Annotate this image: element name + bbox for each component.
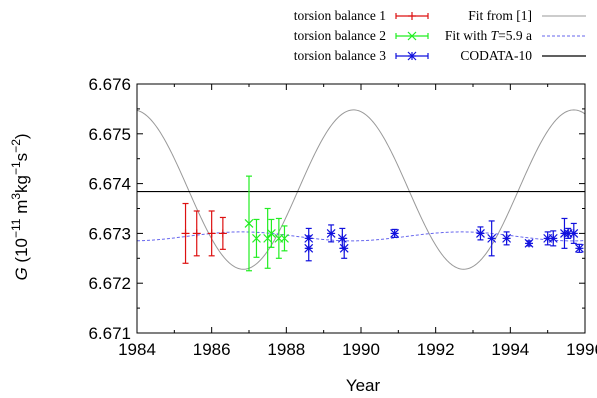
balance3-point — [326, 224, 336, 243]
marker-d2 — [252, 233, 261, 243]
x-tick-label: 1986 — [193, 340, 231, 359]
balance1-point — [181, 202, 190, 264]
balance3-point — [502, 231, 512, 246]
balance1-point — [192, 210, 201, 257]
marker-d2 — [280, 233, 289, 243]
balance3-point — [304, 235, 314, 262]
y-tick-label: 6.675 — [88, 125, 131, 144]
marker-d2 — [569, 228, 579, 238]
legend-marker-balance3 — [395, 51, 429, 61]
y-tick-label: 6.674 — [88, 175, 131, 194]
legend-right: Fit from [1] Fit with T=5.9 a CODATA-10 — [445, 8, 586, 63]
data-points — [181, 175, 584, 272]
x-tick-label: 1990 — [342, 340, 380, 359]
legend-label-balance2: torsion balance 2 — [294, 28, 386, 43]
marker-d2 — [548, 233, 558, 243]
marker-d2 — [476, 228, 485, 238]
balance2-point — [274, 217, 284, 259]
balance2-point — [244, 175, 254, 272]
y-tick-label: 6.676 — [88, 75, 131, 94]
legend-label-fit-from: Fit from [1] — [468, 8, 532, 23]
balance1-point — [218, 216, 227, 250]
legend-marker-d2 — [407, 51, 417, 61]
x-axis-title: Year — [346, 376, 381, 395]
marker-d2 — [574, 243, 584, 253]
legend-label-fit-with: Fit with T=5.9 a — [445, 28, 532, 43]
marker-d2 — [304, 243, 314, 253]
legend-marker-balance1 — [395, 12, 429, 20]
fit-5-9a-curve — [137, 231, 585, 242]
balance3-point — [574, 243, 584, 253]
marker-d2 — [263, 233, 273, 243]
legend-label-balance1: torsion balance 1 — [294, 8, 386, 23]
fit-from-1-curve — [137, 109, 585, 270]
fit-curves — [137, 109, 585, 270]
balance2-point — [252, 218, 261, 258]
balance3-point — [524, 238, 534, 248]
balance3-point — [390, 228, 400, 238]
y-axis-ticks: 6.671 6.672 6.673 6.674 6.675 6.676 — [88, 75, 585, 343]
y-tick-label: 6.671 — [88, 324, 131, 343]
balance2-point — [263, 207, 273, 269]
balance2-point — [280, 225, 289, 252]
x-tick-label: 1988 — [267, 340, 305, 359]
balance3-point — [476, 226, 485, 241]
balance3-point — [487, 220, 497, 257]
balance3-point — [548, 230, 558, 247]
marker-d2 — [487, 233, 497, 243]
balance3-point — [569, 222, 579, 244]
balance3-point — [339, 237, 349, 259]
marker-d2 — [244, 219, 254, 228]
balance1-point — [207, 210, 216, 257]
marker-d2 — [502, 233, 512, 243]
x-tick-label: 1992 — [417, 340, 455, 359]
legend-label-balance3: torsion balance 3 — [294, 48, 386, 63]
legend-marker-balance2 — [395, 31, 429, 41]
legend-label-codata: CODATA-10 — [460, 48, 532, 63]
legend-marker-d2 — [407, 31, 417, 41]
y-axis-title: G (10−11 m3kg−1s−2) — [9, 133, 31, 280]
balance2-point — [266, 218, 276, 248]
marker-d2 — [390, 228, 400, 238]
plot-frame — [136, 83, 586, 334]
marker-d2 — [339, 243, 349, 253]
marker-d2 — [326, 228, 336, 238]
x-tick-label: 1994 — [491, 340, 529, 359]
x-tick-label: 1984 — [118, 340, 156, 359]
y-tick-label: 6.673 — [88, 224, 131, 243]
legend-left: torsion balance 1 torsion balance 2 tors… — [294, 8, 429, 63]
marker-d2 — [524, 238, 534, 248]
y-tick-label: 6.672 — [88, 274, 131, 293]
marker-d2 — [266, 228, 276, 238]
